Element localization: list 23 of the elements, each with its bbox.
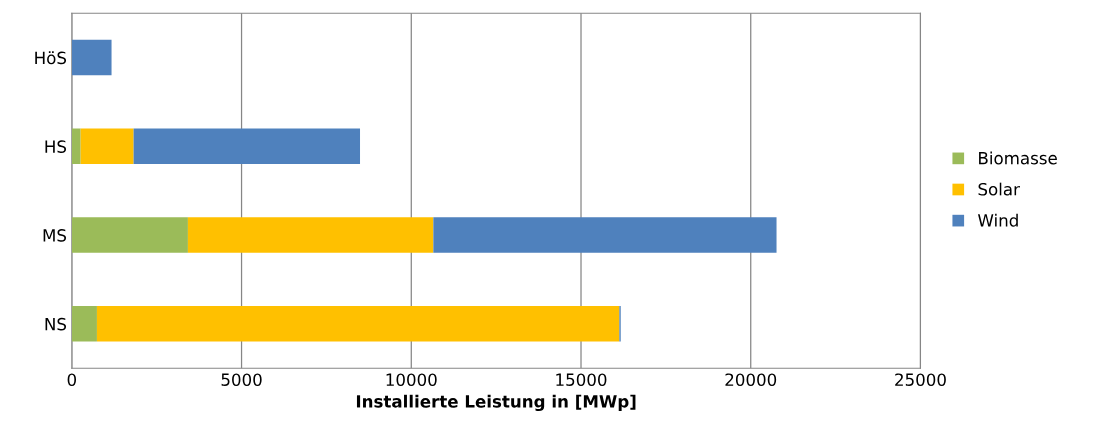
x-tick-label: 10000 bbox=[386, 373, 437, 386]
y-tick-label: NS bbox=[45, 317, 67, 331]
bar bbox=[71, 39, 112, 76]
y-tick-label: HS bbox=[45, 140, 67, 153]
x-axis-title: Installierte Leistung in [MWp] bbox=[356, 394, 636, 412]
legend-label: Solar bbox=[978, 182, 1020, 196]
y-tick-label: MS bbox=[43, 229, 67, 242]
bar bbox=[433, 217, 777, 253]
bar bbox=[80, 128, 134, 165]
x-tick-label: 5000 bbox=[221, 373, 262, 386]
bar bbox=[187, 217, 434, 253]
y-tick-label: HöS bbox=[35, 51, 67, 65]
bar bbox=[96, 306, 620, 342]
x-tick-label: 25000 bbox=[895, 373, 946, 386]
x-tick-label: 0 bbox=[67, 373, 77, 386]
x-tick-label: 20000 bbox=[725, 373, 777, 386]
x-tick-label: 15000 bbox=[556, 373, 607, 386]
legend-label: Wind bbox=[977, 213, 1018, 227]
bar bbox=[71, 128, 81, 165]
bar bbox=[71, 217, 188, 253]
bar bbox=[133, 128, 361, 165]
legend-label: Biomasse bbox=[979, 151, 1057, 165]
bar bbox=[71, 306, 97, 342]
